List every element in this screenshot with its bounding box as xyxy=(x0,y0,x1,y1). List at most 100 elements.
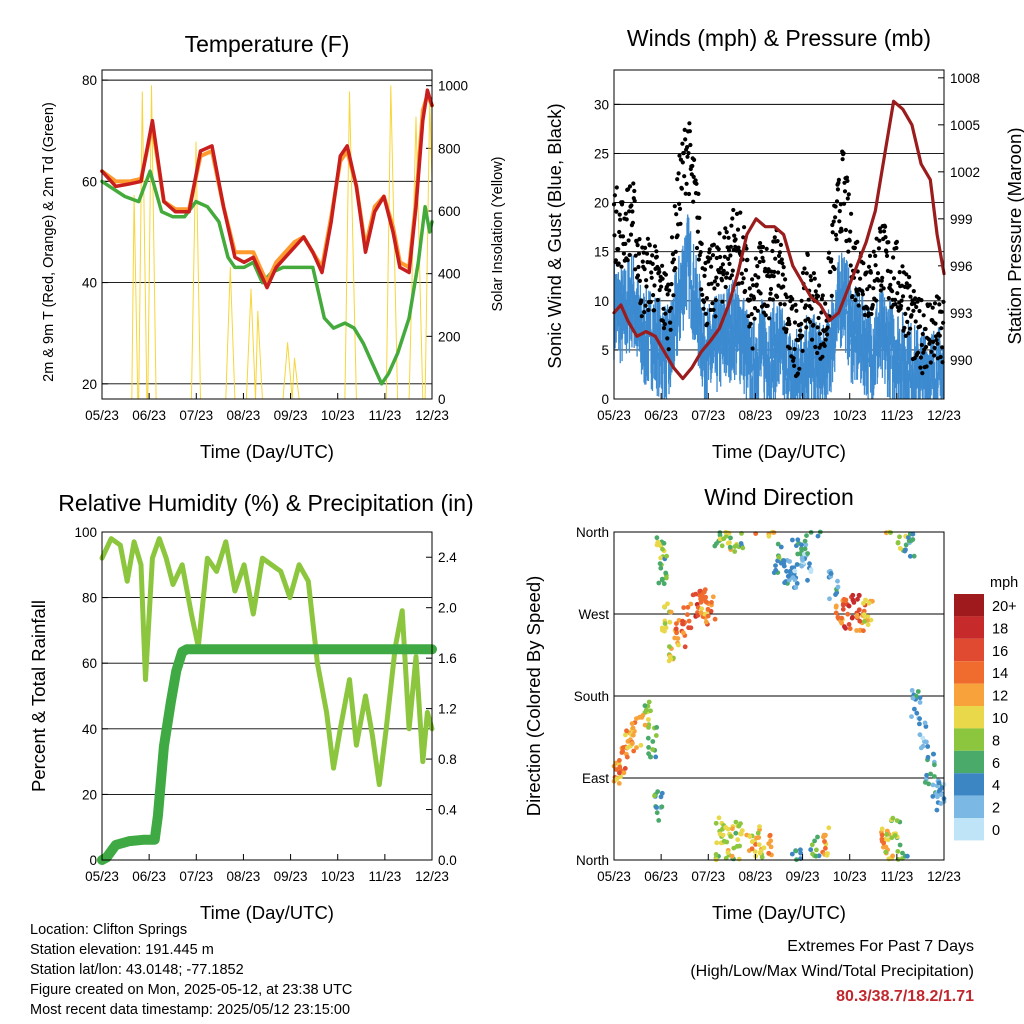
temperature-x-tick-label: 12/23 xyxy=(415,408,449,423)
gust-point xyxy=(687,121,692,126)
gust-point xyxy=(823,337,828,342)
wind-y-right-label: Station Pressure (Maroon) xyxy=(1004,128,1024,345)
gust-point xyxy=(633,267,638,272)
speed-legend-label: 16 xyxy=(992,644,1008,660)
gust-point xyxy=(826,250,832,255)
gust-point xyxy=(876,278,881,283)
speed-legend-label: 18 xyxy=(992,621,1008,637)
gust-point xyxy=(710,253,716,258)
wind-direction-point xyxy=(740,545,746,551)
wind-direction-point xyxy=(775,541,781,547)
gust-point xyxy=(892,297,898,302)
wind-direction-point xyxy=(749,839,755,845)
gust-point xyxy=(676,171,681,176)
gust-point xyxy=(772,269,777,274)
wind-direction-point xyxy=(756,842,762,847)
wind-direction-point xyxy=(747,834,753,839)
gust-point xyxy=(917,308,922,314)
gust-point xyxy=(725,271,730,276)
gust-point xyxy=(687,129,693,134)
gust-point xyxy=(830,230,835,235)
gust-point xyxy=(640,259,645,264)
gust-point xyxy=(742,225,747,230)
gust-point xyxy=(711,307,716,312)
gust-point xyxy=(652,308,657,313)
wind-direction-point xyxy=(662,604,667,610)
gust-point xyxy=(743,288,748,294)
wind-direction-point xyxy=(892,833,898,838)
wind-direction-point xyxy=(732,544,738,549)
wind-direction-point xyxy=(640,713,646,718)
gust-point xyxy=(866,264,872,269)
gust-point xyxy=(928,360,933,365)
wind-direction-point xyxy=(798,850,803,856)
gust-point xyxy=(833,204,838,209)
gust-point xyxy=(809,337,815,342)
gust-point xyxy=(668,327,673,332)
wind-direction-point xyxy=(724,839,730,845)
gust-point xyxy=(634,239,639,244)
wind-direction-point xyxy=(917,695,923,701)
humidity-y-tick-label: 60 xyxy=(82,656,97,671)
wind-direction-point xyxy=(804,533,809,538)
wind-direction-point xyxy=(822,839,827,844)
speed-legend-swatch xyxy=(954,594,984,617)
gust-point xyxy=(911,308,916,313)
wind-direction-point xyxy=(662,621,668,626)
gust-point xyxy=(771,274,776,279)
wind-direction-point xyxy=(642,703,648,709)
gust-point xyxy=(846,249,851,254)
wind-direction-point xyxy=(624,728,629,734)
gust-point xyxy=(642,267,647,272)
gust-point xyxy=(918,365,923,370)
gust-point xyxy=(929,349,934,354)
gust-point xyxy=(639,298,644,303)
gust-point xyxy=(743,268,749,273)
gust-point xyxy=(792,320,798,325)
humidity-x-tick-label: 09/23 xyxy=(274,869,308,884)
wind-x-tick-label: 10/23 xyxy=(833,408,867,423)
gust-point xyxy=(613,258,619,263)
wind-direction-point xyxy=(778,544,784,550)
speed-legend-label: 10 xyxy=(992,711,1008,727)
gust-point xyxy=(921,313,926,318)
gust-point xyxy=(835,187,841,192)
wind-direction-point xyxy=(717,536,723,542)
temperature-right-y-tick-label: 0 xyxy=(438,392,446,407)
gust-point xyxy=(675,177,680,182)
gust-point xyxy=(806,297,811,302)
gust-point xyxy=(675,233,680,238)
wind-direction-point xyxy=(805,551,810,556)
wind-direction-point xyxy=(883,849,889,855)
wind-direction-point xyxy=(674,621,679,626)
gust-point xyxy=(642,310,647,315)
gust-point xyxy=(825,325,830,330)
humidity-y-tick-label: 0 xyxy=(89,853,97,868)
gust-point xyxy=(632,188,637,194)
wind-direction-point xyxy=(710,594,716,600)
gust-point xyxy=(663,311,668,316)
wind-direction-point xyxy=(752,849,758,854)
gust-point xyxy=(875,271,881,276)
gust-point xyxy=(940,345,945,350)
direction-y-tick-label: North xyxy=(576,525,609,540)
gust-point xyxy=(884,249,889,254)
temperature-right-y-tick-label: 800 xyxy=(438,141,461,156)
wind-direction-point xyxy=(733,819,739,825)
wind-direction-point xyxy=(646,717,651,722)
gust-point xyxy=(702,267,708,272)
wind-direction-point xyxy=(934,807,940,813)
gust-point xyxy=(760,244,766,250)
gust-point xyxy=(681,150,686,156)
wind-direction-point xyxy=(617,758,622,763)
gust-point xyxy=(728,244,734,249)
wind-direction-point xyxy=(682,644,688,650)
gust-point xyxy=(836,177,842,182)
gust-point xyxy=(623,241,628,246)
gust-point xyxy=(674,212,679,217)
gust-point xyxy=(936,296,941,301)
wind-direction-point xyxy=(799,555,805,561)
gust-point xyxy=(735,227,741,232)
station-info: Location: Clifton Springs Station elevat… xyxy=(30,920,352,1020)
gust-point xyxy=(694,245,700,251)
